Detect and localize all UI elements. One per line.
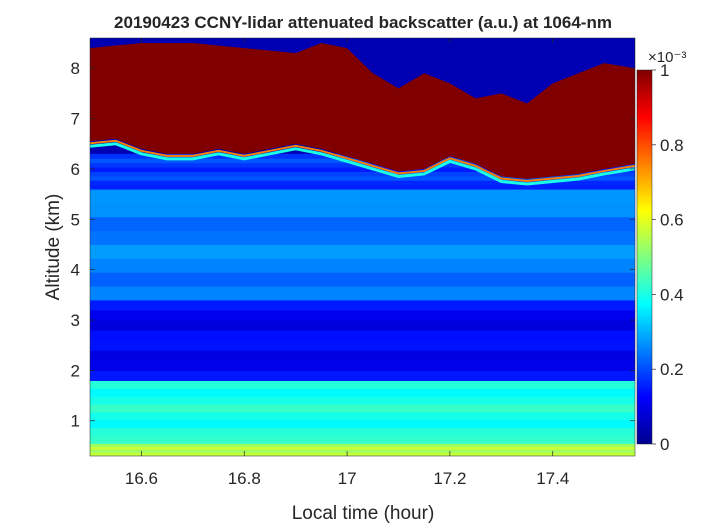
layer-band [90, 449, 635, 452]
x-axis: 16.6 16.8 17 17.2 17.4 [125, 38, 569, 488]
layer-band [90, 435, 635, 444]
layer-band [90, 202, 635, 218]
layer-band [90, 180, 635, 186]
y-tick-label: 6 [71, 160, 80, 179]
layer-band [90, 350, 635, 361]
layer-band [90, 419, 635, 429]
layer-band [90, 380, 635, 389]
layer-band [90, 448, 635, 451]
chart-title: 20190423 CCNY-lidar attenuated backscatt… [114, 13, 612, 32]
layer-band [90, 454, 635, 456]
layer-band [90, 396, 635, 405]
layer-band [90, 370, 635, 381]
layer-band [90, 216, 635, 232]
colorbar-tick-label: 0.6 [660, 211, 684, 230]
x-tick-label: 17.4 [536, 469, 569, 488]
cloud-edge [90, 139, 635, 183]
colorbar-tick-label: 0 [660, 435, 669, 454]
layer-band [90, 444, 635, 448]
layer-band [90, 171, 635, 177]
y-tick-label: 3 [71, 311, 80, 330]
layer-band [90, 320, 635, 331]
y-tick-label: 7 [71, 110, 80, 129]
plot-area [90, 38, 635, 456]
colorbar-tick-label: 0.2 [660, 360, 684, 379]
layer-band [90, 340, 635, 351]
y-tick-label: 8 [71, 59, 80, 78]
colorbar-tick-label: 0.8 [660, 136, 684, 155]
layer-band [90, 189, 635, 204]
layer-band [90, 299, 635, 311]
cloud-layer [90, 43, 635, 180]
x-tick-label: 16.8 [228, 469, 261, 488]
cloud-edge [90, 142, 635, 186]
layer-band [90, 286, 635, 301]
layer-band [90, 258, 635, 273]
layer-band [90, 244, 635, 259]
layer-band [90, 388, 635, 397]
y-tick-label: 4 [71, 261, 80, 280]
layer-band [90, 451, 635, 454]
y-tick-label: 2 [71, 361, 80, 380]
x-tick-label: 16.6 [125, 469, 158, 488]
layer-band [90, 427, 635, 437]
plot-frame [89, 37, 636, 457]
layer-band [90, 443, 635, 446]
x-tick-label: 17 [338, 469, 357, 488]
layer-band [90, 446, 635, 449]
layer-band [90, 411, 635, 421]
x-tick-label: 17.2 [433, 469, 466, 488]
colorbar-tick-label: 0.4 [660, 285, 684, 304]
layer-band [90, 404, 635, 413]
layer-band [90, 167, 635, 172]
y-tick-label: 1 [71, 412, 80, 431]
colorbar-gradient [636, 69, 653, 445]
layer-band [90, 309, 635, 321]
layer-band [90, 452, 635, 455]
colorbar: 0 0.2 0.4 0.6 0.8 1 ×10⁻³ [636, 49, 686, 454]
layer-band [90, 360, 635, 371]
layer-band [90, 230, 635, 245]
layer-band [90, 175, 635, 181]
y-axis: 1 2 3 4 5 6 7 8 [71, 59, 635, 431]
layer-band [90, 184, 635, 190]
y-axis-label: Altitude (km) [43, 194, 64, 301]
x-axis-label: Local time (hour) [292, 503, 435, 524]
y-tick-label: 5 [71, 210, 80, 229]
colorbar-tick-label: 1 [660, 61, 669, 80]
layer-band [90, 330, 635, 341]
colorbar-exponent: ×10⁻³ [648, 49, 686, 66]
layer-band [90, 272, 635, 287]
